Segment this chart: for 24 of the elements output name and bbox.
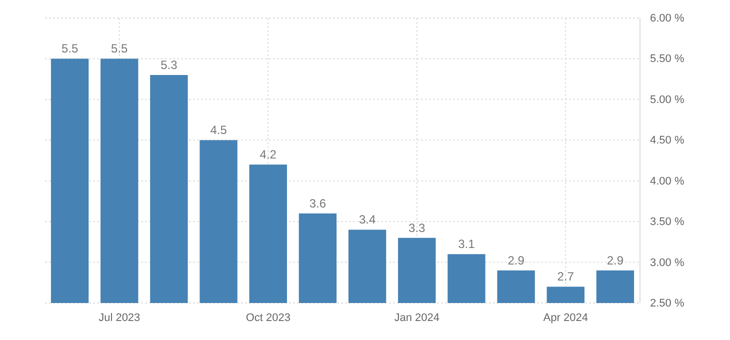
y-tick-label: 3.50 % xyxy=(650,216,684,228)
data-label: 4.2 xyxy=(260,148,277,162)
data-label: 2.9 xyxy=(606,253,624,268)
data-label: 3.6 xyxy=(309,196,326,210)
data-label: 3.1 xyxy=(458,237,476,252)
data-label: 5.5 xyxy=(61,42,78,56)
data-label: 2.9 xyxy=(508,253,525,268)
y-tick-label: 2.50 % xyxy=(650,298,684,310)
x-tick-label: Apr 2024 xyxy=(543,312,588,324)
data-label: 3.3 xyxy=(408,220,426,235)
y-tick-label: 5.00 % xyxy=(650,94,684,106)
y-tick-label: 3.00 % xyxy=(650,256,684,269)
y-tick-label: 5.50 % xyxy=(650,53,684,66)
data-label: 3.4 xyxy=(358,212,376,227)
data-label: 4.5 xyxy=(210,123,228,138)
y-tick-label: 4.50 % xyxy=(650,134,684,147)
y-tick-label: 4.00 % xyxy=(650,175,684,188)
data-label: 2.7 xyxy=(557,270,574,284)
x-tick-label: Oct 2023 xyxy=(246,312,290,324)
data-label: 5.5 xyxy=(111,42,128,56)
data-label: 5.3 xyxy=(160,58,178,72)
x-tick-label: Jul 2023 xyxy=(98,312,140,324)
y-tick-label: 6.00 % xyxy=(650,12,684,25)
x-tick-label: Jan 2024 xyxy=(394,312,440,324)
